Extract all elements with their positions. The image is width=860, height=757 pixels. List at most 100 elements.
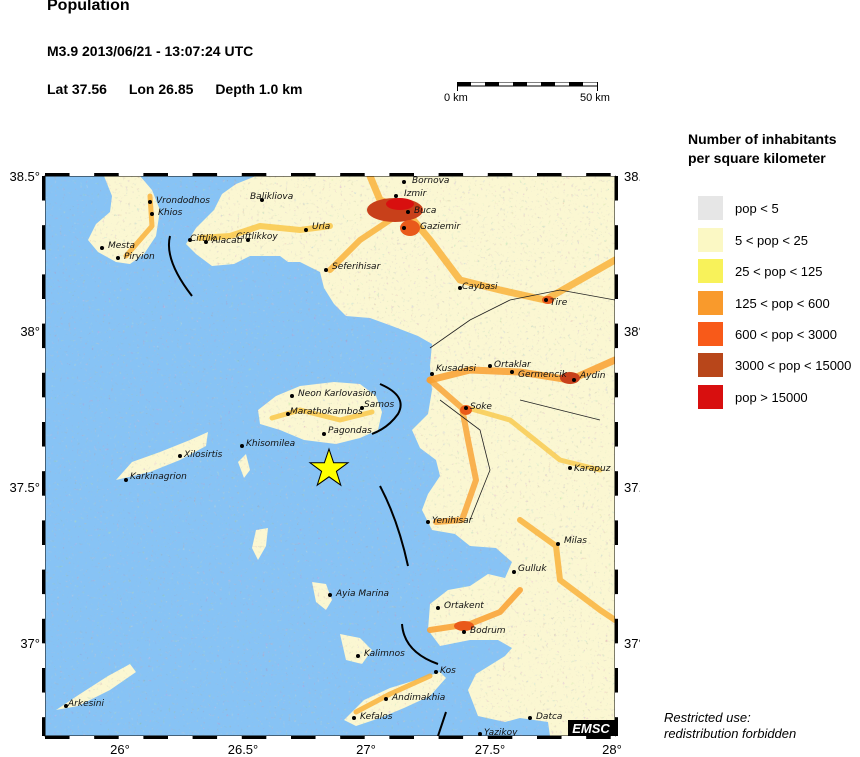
place-label: Marathokambos	[290, 407, 363, 417]
place-label: Neon Karlovasion	[298, 389, 377, 399]
place-marker	[462, 630, 466, 634]
map-panel[interactable]: Bornova Izmir Buca Gaziemir Vrondodhos Khios B…	[0, 165, 640, 757]
place-label: Mesta	[108, 241, 135, 251]
lon-tick-label: 27.5°	[475, 742, 506, 757]
place-label: Ciftlik	[190, 234, 216, 244]
place-label: Gaziemir	[420, 222, 462, 232]
place-label: Yenihisar	[432, 516, 474, 526]
fault-lines	[168, 235, 447, 736]
place-label: Urla	[312, 222, 330, 232]
notice-line1: Restricted use:	[664, 710, 751, 725]
population-density	[123, 176, 615, 715]
place-marker	[510, 370, 514, 374]
place-label: Datca	[536, 712, 562, 722]
place-label: Yazikoy	[484, 728, 518, 738]
map-title: Population	[47, 0, 130, 14]
place-marker	[324, 268, 328, 272]
place-label: Karapuz	[574, 464, 611, 474]
place-label: Ayia Marina	[335, 589, 389, 599]
legend-title: Number of inhabitants per square kilomet…	[688, 130, 837, 168]
place-marker	[544, 298, 548, 302]
place-marker	[178, 454, 182, 458]
place-labels: Bornova Izmir Buca Gaziemir Vrondodhos Khios B…	[64, 176, 611, 738]
legend-label: pop < 5	[735, 200, 779, 216]
event-info: M3.9 2013/06/21 - 13:07:24 UTC	[47, 43, 254, 59]
lat-tick-label: 38°	[20, 324, 40, 339]
notice-line2: redistribution forbidden	[664, 726, 797, 741]
place-label: Buca	[414, 206, 436, 216]
place-label: Samos	[364, 400, 395, 410]
place-marker	[572, 378, 576, 382]
place-label: Aydin	[579, 371, 606, 381]
place-marker	[384, 697, 388, 701]
scale-end-label: 50 km	[580, 92, 610, 104]
place-marker	[430, 372, 434, 376]
place-marker	[100, 246, 104, 250]
emsc-logo: EMSC	[568, 720, 615, 736]
place-label: Balikliova	[250, 192, 293, 202]
place-label: Pagondas	[328, 426, 372, 436]
map-frame	[42, 173, 618, 739]
place-marker	[568, 466, 572, 470]
legend-item: pop < 5	[698, 196, 779, 220]
place-marker	[478, 732, 482, 736]
place-label: Alacati	[211, 236, 243, 246]
place-marker	[512, 570, 516, 574]
place-marker	[406, 210, 410, 214]
place-label: Xilosirtis	[183, 450, 223, 460]
place-label: Kusadasi	[436, 364, 476, 374]
latitude: Lat 37.56	[47, 81, 107, 97]
place-marker	[124, 478, 128, 482]
place-label: Khisomilea	[246, 439, 295, 449]
place-label: Ciftlikkoy	[236, 232, 278, 242]
scale-bar	[457, 82, 598, 91]
legend-item: 3000 < pop < 15000	[698, 353, 851, 377]
place-marker	[426, 520, 430, 524]
lat-tick-label: 38°	[624, 324, 640, 339]
place-marker	[352, 716, 356, 720]
lat-tick-label: 38.5°	[9, 169, 40, 184]
svg-text:EMSC: EMSC	[572, 721, 610, 736]
place-marker	[464, 406, 468, 410]
place-label: Germencik	[518, 370, 568, 380]
epicenter-star-icon[interactable]	[308, 447, 350, 487]
place-label: Caybasi	[462, 282, 498, 292]
place-label: Izmir	[404, 189, 428, 199]
legend-title-line1: Number of inhabitants	[688, 131, 837, 147]
scale-start-label: 0 km	[444, 92, 468, 104]
axis-labels: 26° 26.5° 27° 27.5° 28° 26° 26.5° 27° 27…	[9, 169, 640, 757]
legend-label: 125 < pop < 600	[735, 295, 830, 311]
place-label: Kos	[440, 666, 456, 676]
place-label: Milas	[564, 536, 587, 546]
legend-label: 5 < pop < 25	[735, 232, 809, 248]
place-marker	[488, 364, 492, 368]
lat-tick-label: 37°	[624, 636, 640, 651]
place-label: Bornova	[412, 176, 449, 186]
place-marker	[434, 670, 438, 674]
place-label: Arkesini	[67, 699, 104, 709]
place-label: Soke	[470, 402, 492, 412]
lat-tick-label: 38.5°	[624, 169, 640, 184]
legend-swatch	[698, 385, 723, 409]
longitude: Lon 26.85	[128, 81, 194, 97]
usage-notice: Restricted use: redistribution forbidden	[664, 710, 796, 742]
lon-tick-label: 26°	[110, 742, 130, 757]
legend-label: 25 < pop < 125	[735, 263, 823, 279]
place-marker	[360, 406, 364, 410]
place-label: Tire	[550, 298, 568, 308]
place-marker	[148, 200, 152, 204]
legend-swatch	[698, 353, 723, 377]
legend-item: pop > 15000	[698, 385, 808, 409]
lon-tick-label: 26.5°	[228, 742, 259, 757]
place-label: Karkinagrion	[130, 472, 187, 482]
lat-tick-label: 37°	[20, 636, 40, 651]
lon-tick-label: 27°	[356, 742, 376, 757]
legend-item: 5 < pop < 25	[698, 228, 808, 252]
place-marker	[402, 226, 406, 230]
location-info: Lat 37.56 Lon 26.85 Depth 1.0 km	[47, 81, 320, 97]
legend-item: 125 < pop < 600	[698, 291, 830, 315]
place-label: Bodrum	[470, 626, 506, 636]
place-label: Kefalos	[360, 712, 393, 722]
place-marker	[458, 286, 462, 290]
place-marker	[328, 593, 332, 597]
